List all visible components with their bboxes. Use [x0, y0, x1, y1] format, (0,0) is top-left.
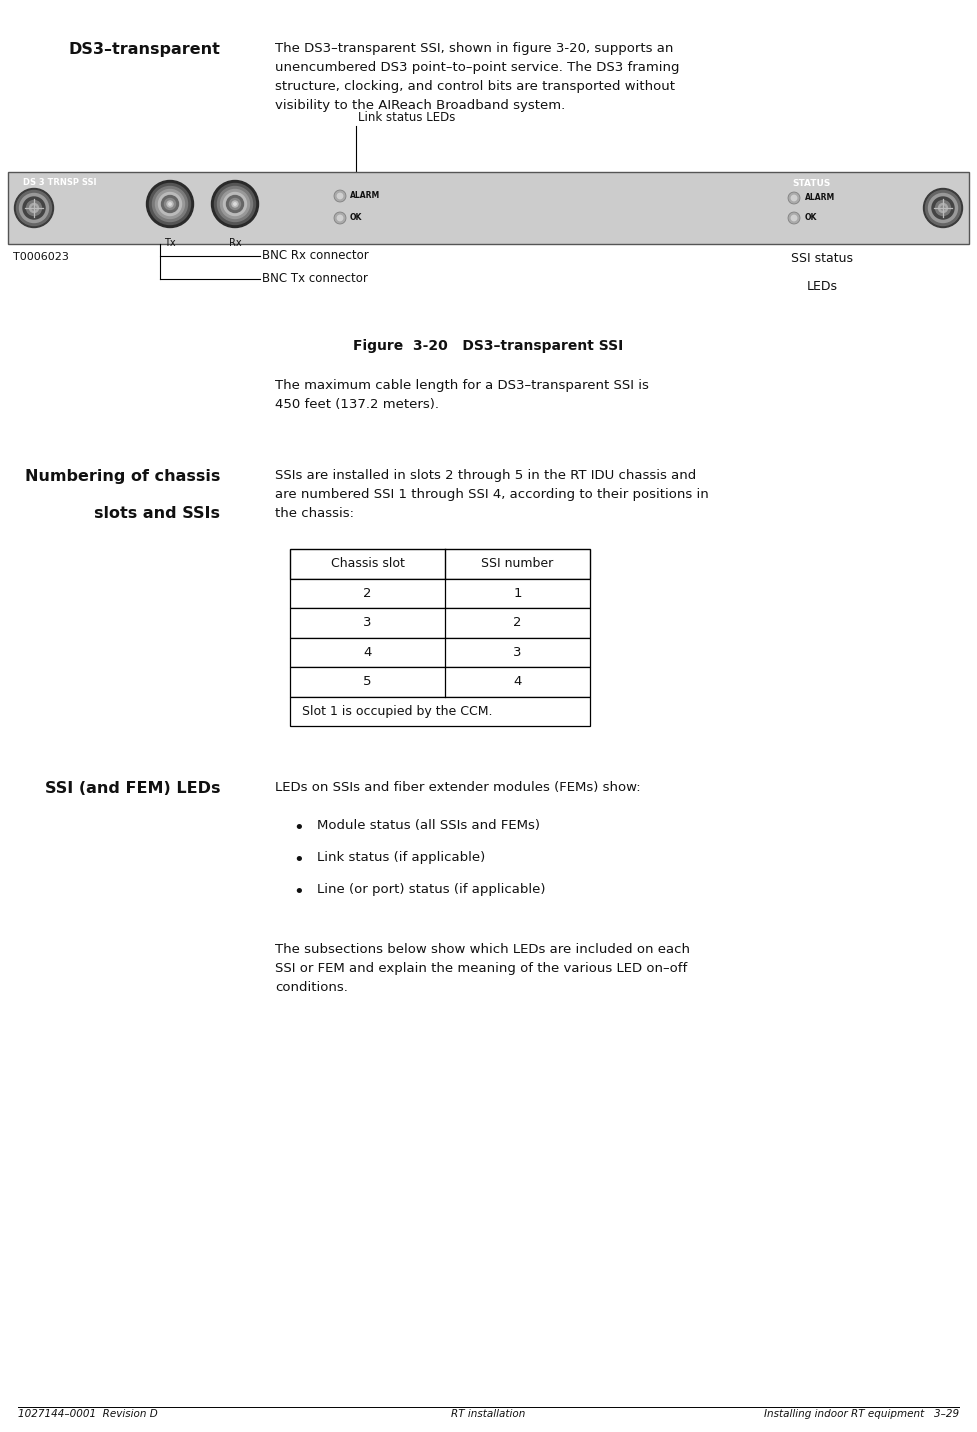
Text: 5: 5 [363, 676, 372, 689]
Text: Slot 1 is occupied by the CCM.: Slot 1 is occupied by the CCM. [302, 705, 492, 717]
Text: 4: 4 [513, 676, 522, 689]
Text: Installing indoor RT equipment   3–29: Installing indoor RT equipment 3–29 [764, 1409, 959, 1419]
Circle shape [32, 206, 36, 211]
Bar [290, 667, 590, 696]
Text: OK: OK [805, 213, 818, 222]
Circle shape [334, 190, 346, 202]
Text: ALARM: ALARM [350, 192, 380, 200]
Circle shape [791, 195, 796, 200]
Circle shape [224, 192, 246, 215]
Circle shape [29, 203, 38, 212]
Circle shape [149, 183, 191, 225]
Text: 3: 3 [363, 616, 372, 629]
Text: Tx: Tx [164, 238, 176, 248]
Circle shape [221, 189, 249, 219]
Text: DS3–transparent: DS3–transparent [68, 42, 220, 57]
Text: 2: 2 [513, 616, 522, 629]
Text: LEDs on SSIs and fiber extender modules (FEMs) show:: LEDs on SSIs and fiber extender modules … [275, 780, 641, 793]
Text: BNC Rx connector: BNC Rx connector [262, 249, 368, 262]
Text: The subsections below show which LEDs are included on each
SSI or FEM and explai: The subsections below show which LEDs ar… [275, 944, 690, 994]
Bar [290, 609, 590, 637]
Circle shape [215, 183, 256, 225]
Bar [290, 579, 590, 609]
Circle shape [941, 206, 945, 211]
Circle shape [17, 190, 52, 225]
Text: STATUS: STATUS [792, 179, 830, 188]
Circle shape [791, 215, 796, 221]
Text: Line (or port) status (if applicable): Line (or port) status (if applicable) [317, 884, 545, 896]
Circle shape [337, 193, 343, 199]
Text: •: • [293, 851, 304, 869]
Circle shape [230, 199, 240, 209]
Bar [8, 172, 969, 243]
Text: T0006023: T0006023 [13, 252, 68, 262]
Circle shape [23, 198, 45, 219]
Text: Figure  3-20   DS3–transparent SSI: Figure 3-20 DS3–transparent SSI [354, 339, 623, 354]
Circle shape [152, 186, 188, 222]
Circle shape [337, 215, 343, 221]
Text: •: • [293, 819, 304, 836]
Text: ALARM: ALARM [805, 193, 835, 202]
Text: The maximum cable length for a DS3–transparent SSI is
450 feet (137.2 meters).: The maximum cable length for a DS3–trans… [275, 379, 649, 411]
Circle shape [161, 196, 179, 212]
Circle shape [932, 198, 954, 219]
Circle shape [20, 193, 49, 222]
Text: Chassis slot: Chassis slot [330, 557, 404, 570]
Text: Rx: Rx [229, 238, 241, 248]
Text: Link status LEDs: Link status LEDs [358, 112, 455, 125]
Circle shape [155, 189, 185, 219]
Text: 2: 2 [363, 587, 372, 600]
Circle shape [218, 186, 252, 222]
Circle shape [147, 180, 193, 228]
Bar [290, 637, 590, 667]
Circle shape [164, 199, 176, 209]
Text: slots and SSIs: slots and SSIs [94, 505, 220, 521]
Circle shape [158, 192, 182, 215]
Text: Module status (all SSIs and FEMs): Module status (all SSIs and FEMs) [317, 819, 540, 832]
Text: DS 3 TRNSP SSI: DS 3 TRNSP SSI [23, 178, 97, 188]
Text: 1027144–0001  Revision D: 1027144–0001 Revision D [18, 1409, 157, 1419]
Text: LEDs: LEDs [806, 281, 837, 294]
Text: SSIs are installed in slots 2 through 5 in the RT IDU chassis and
are numbered S: SSIs are installed in slots 2 through 5 … [275, 470, 708, 520]
Text: BNC Tx connector: BNC Tx connector [262, 272, 368, 285]
Text: 4: 4 [363, 646, 371, 659]
Text: The DS3–transparent SSI, shown in figure 3-20, supports an
unencumbered DS3 poin: The DS3–transparent SSI, shown in figure… [275, 42, 679, 112]
Text: Link status (if applicable): Link status (if applicable) [317, 851, 486, 863]
Circle shape [936, 200, 951, 215]
Text: 1: 1 [513, 587, 522, 600]
Circle shape [232, 200, 238, 208]
Circle shape [211, 180, 259, 228]
Circle shape [334, 212, 346, 223]
Text: OK: OK [350, 213, 362, 222]
Circle shape [939, 203, 948, 212]
Text: 3: 3 [513, 646, 522, 659]
Bar [290, 548, 590, 579]
Circle shape [925, 190, 960, 225]
Circle shape [234, 203, 236, 205]
Circle shape [26, 200, 41, 215]
Text: Numbering of chassis: Numbering of chassis [24, 470, 220, 484]
Circle shape [923, 189, 962, 228]
Text: •: • [293, 884, 304, 901]
Bar [290, 696, 590, 726]
Text: SSI (and FEM) LEDs: SSI (and FEM) LEDs [45, 780, 220, 796]
Circle shape [788, 212, 800, 223]
Circle shape [15, 189, 54, 228]
Text: SSI number: SSI number [482, 557, 554, 570]
Text: SSI status: SSI status [791, 252, 853, 265]
Circle shape [227, 196, 243, 212]
Text: RT installation: RT installation [451, 1409, 526, 1419]
Circle shape [928, 193, 957, 222]
Circle shape [167, 200, 173, 208]
Circle shape [169, 203, 171, 205]
Circle shape [788, 192, 800, 203]
